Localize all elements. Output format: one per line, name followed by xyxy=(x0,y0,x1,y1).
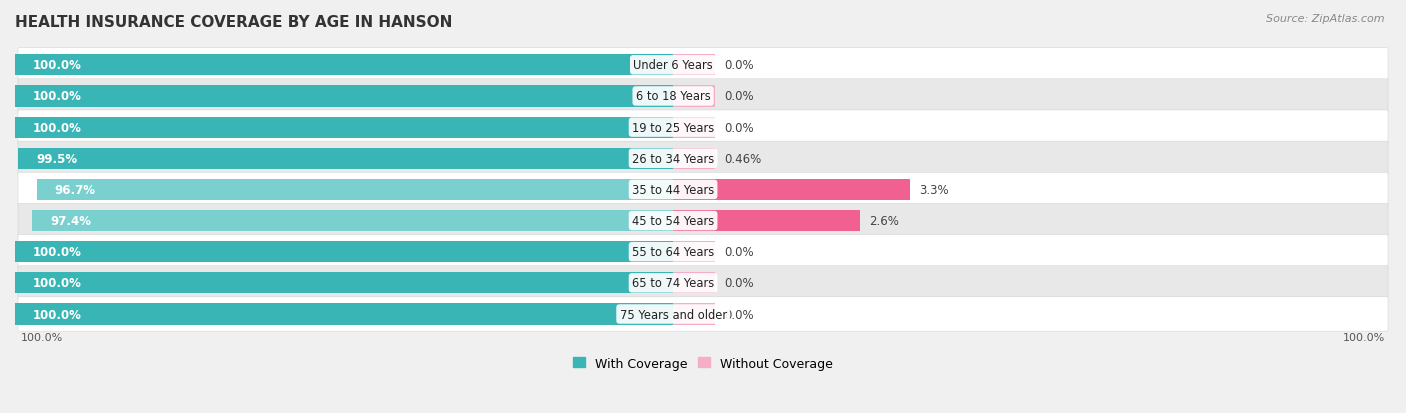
Text: 75 Years and older: 75 Years and older xyxy=(620,308,727,321)
Text: 100.0%: 100.0% xyxy=(32,308,82,321)
Bar xyxy=(15,304,673,325)
Text: 0.0%: 0.0% xyxy=(724,246,754,259)
Text: 35 to 44 Years: 35 to 44 Years xyxy=(631,183,714,197)
Text: 0.0%: 0.0% xyxy=(724,277,754,290)
Bar xyxy=(18,148,673,169)
Text: 55 to 64 Years: 55 to 64 Years xyxy=(631,246,714,259)
Text: 100.0%: 100.0% xyxy=(21,332,63,342)
Text: 3.3%: 3.3% xyxy=(920,183,949,197)
Bar xyxy=(673,148,716,169)
Text: 100.0%: 100.0% xyxy=(32,59,82,72)
Text: 100.0%: 100.0% xyxy=(32,90,82,103)
Text: 19 to 25 Years: 19 to 25 Years xyxy=(631,121,714,134)
Text: 65 to 74 Years: 65 to 74 Years xyxy=(631,277,714,290)
Bar xyxy=(673,211,859,232)
Text: 96.7%: 96.7% xyxy=(55,183,96,197)
FancyBboxPatch shape xyxy=(18,49,1388,83)
FancyBboxPatch shape xyxy=(18,111,1388,145)
Text: 2.6%: 2.6% xyxy=(869,214,900,228)
Text: 45 to 54 Years: 45 to 54 Years xyxy=(631,214,714,228)
Bar xyxy=(673,55,716,76)
Bar xyxy=(673,273,716,294)
Bar xyxy=(15,86,673,107)
Text: HEALTH INSURANCE COVERAGE BY AGE IN HANSON: HEALTH INSURANCE COVERAGE BY AGE IN HANS… xyxy=(15,15,453,30)
Text: 0.0%: 0.0% xyxy=(724,90,754,103)
FancyBboxPatch shape xyxy=(18,142,1388,176)
FancyBboxPatch shape xyxy=(18,204,1388,238)
Text: 100.0%: 100.0% xyxy=(1343,332,1385,342)
Text: 0.0%: 0.0% xyxy=(724,308,754,321)
FancyBboxPatch shape xyxy=(18,266,1388,300)
FancyBboxPatch shape xyxy=(18,173,1388,207)
Bar xyxy=(32,211,673,232)
Bar xyxy=(673,117,716,138)
Bar xyxy=(673,179,910,200)
Text: 97.4%: 97.4% xyxy=(51,214,91,228)
Text: Source: ZipAtlas.com: Source: ZipAtlas.com xyxy=(1267,14,1385,24)
Text: 0.0%: 0.0% xyxy=(724,121,754,134)
Bar xyxy=(15,55,673,76)
Bar xyxy=(673,304,716,325)
Text: 0.0%: 0.0% xyxy=(724,59,754,72)
Text: 100.0%: 100.0% xyxy=(32,121,82,134)
Text: Under 6 Years: Under 6 Years xyxy=(633,59,713,72)
Bar xyxy=(673,86,716,107)
Text: 26 to 34 Years: 26 to 34 Years xyxy=(631,152,714,165)
Text: 99.5%: 99.5% xyxy=(37,152,77,165)
FancyBboxPatch shape xyxy=(18,235,1388,269)
Bar xyxy=(15,117,673,138)
Bar xyxy=(37,179,673,200)
Bar xyxy=(15,242,673,263)
Text: 0.46%: 0.46% xyxy=(724,152,762,165)
FancyBboxPatch shape xyxy=(18,80,1388,114)
Text: 6 to 18 Years: 6 to 18 Years xyxy=(636,90,710,103)
Text: 100.0%: 100.0% xyxy=(32,277,82,290)
Bar xyxy=(15,273,673,294)
Legend: With Coverage, Without Coverage: With Coverage, Without Coverage xyxy=(568,352,838,375)
Bar xyxy=(673,242,716,263)
FancyBboxPatch shape xyxy=(18,297,1388,331)
Text: 100.0%: 100.0% xyxy=(32,246,82,259)
